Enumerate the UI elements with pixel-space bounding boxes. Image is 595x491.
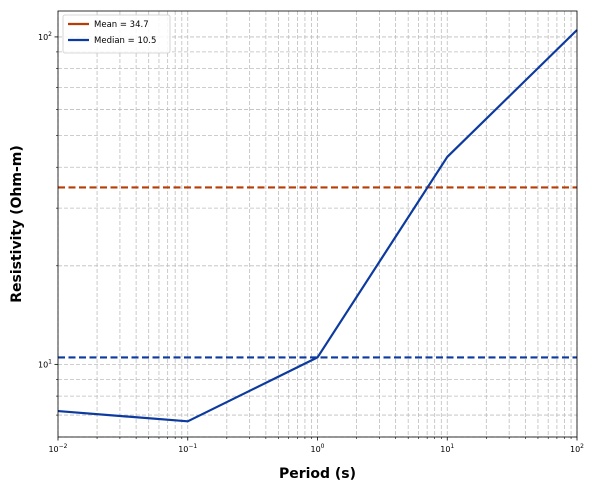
reference-lines [58,186,577,359]
x-tick-label: 101 [440,443,454,454]
y-tick-label: 101 [38,358,52,369]
x-axis-label: Period (s) [279,466,356,482]
x-tick-label: 10−1 [178,443,197,454]
x-tick-label: 100 [310,443,324,454]
legend-label: Mean = 34.7 [94,20,149,30]
y-tick-label: 102 [38,31,52,42]
axis-ticks: 10−2 10−1 100 101 102 101 102 [38,31,584,454]
legend-label: Median = 10.5 [94,36,156,46]
legend-box [62,14,171,54]
x-tick-label: 10−2 [48,443,67,454]
x-tick-label: 102 [570,443,584,454]
grid [57,11,578,438]
series-line [57,29,578,423]
series-lines [57,29,578,423]
y-axis-label: Resistivity (Ohm-m) [9,145,25,303]
legend: Mean = 34.7 Median = 10.5 [62,14,171,54]
